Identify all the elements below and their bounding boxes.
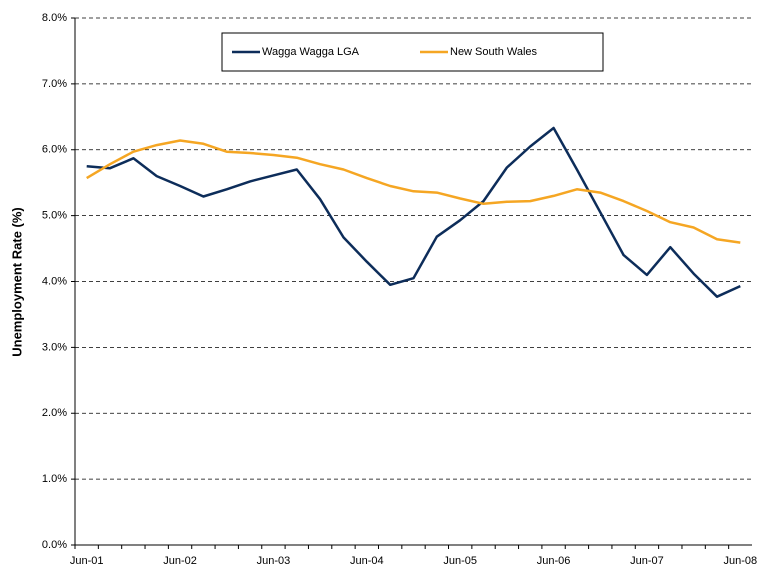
y-tick-label: 8.0%	[42, 12, 67, 24]
x-tick-label: Jun-07	[630, 555, 664, 567]
x-tick-label: Jun-03	[257, 555, 291, 567]
y-tick-label: 7.0%	[42, 78, 67, 90]
legend-label: New South Wales	[450, 46, 538, 58]
y-tick-label: 4.0%	[42, 275, 67, 287]
y-axis-label: Unemployment Rate (%)	[9, 207, 24, 357]
x-tick-label: Jun-05	[443, 555, 477, 567]
y-tick-label: 0.0%	[42, 539, 67, 551]
series-line	[86, 126, 741, 298]
legend-box	[221, 32, 604, 72]
y-tick-label: 6.0%	[42, 144, 67, 156]
x-tick-label: Jun-08	[724, 555, 757, 567]
y-tick-label: 2.0%	[42, 407, 67, 419]
x-tick-label: Jun-01	[70, 555, 104, 567]
y-tick-label: 3.0%	[42, 341, 67, 353]
x-tick-label: Jun-06	[537, 555, 571, 567]
series-line	[86, 139, 741, 244]
y-tick-label: 5.0%	[42, 210, 67, 222]
y-tick-label: 1.0%	[42, 473, 67, 485]
x-tick-label: Jun-04	[350, 555, 384, 567]
x-tick-label: Jun-02	[163, 555, 197, 567]
legend-label: Wagga Wagga LGA	[262, 46, 360, 58]
